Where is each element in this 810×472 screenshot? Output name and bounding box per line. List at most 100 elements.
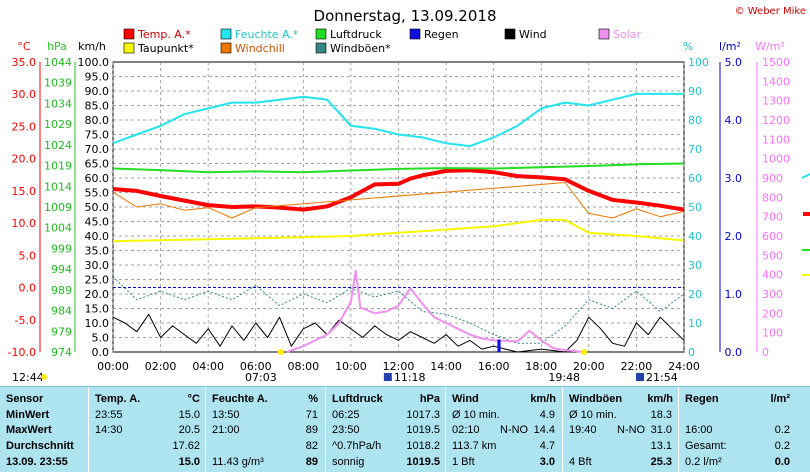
time-tick: 16:00 — [478, 360, 510, 373]
time-tick: 04:00 — [192, 360, 224, 373]
wind-tick: 60.0 — [85, 172, 110, 185]
legend-swatch — [409, 28, 421, 40]
solar-tick: 800 — [762, 191, 783, 204]
hum-tick: 90 — [688, 85, 702, 98]
edge-mark-temp — [803, 212, 810, 216]
edge-mark-hum — [801, 173, 810, 179]
press-tick: 974 — [51, 346, 72, 359]
stats-divider — [445, 387, 446, 472]
twilight-icon — [41, 374, 47, 380]
time-tick: 22:00 — [621, 360, 653, 373]
stats-wind-value: 4.7 — [539, 440, 555, 452]
press-tick: 994 — [51, 263, 72, 276]
stats-header-hum-unit: % — [308, 393, 318, 405]
stats-header-temp: Temp. A. — [95, 393, 141, 405]
stats-gust-dir: N-NO — [617, 424, 646, 436]
stats-header-wind-unit: km/h — [530, 393, 556, 405]
series-windb-en- — [112, 276, 685, 344]
stats-press-time: sonnig — [332, 456, 365, 468]
time-tick: 12:00 — [383, 360, 415, 373]
stats-divider — [325, 387, 326, 472]
temp-tick: 25.0 — [12, 120, 37, 133]
solar-tick: 1300 — [762, 95, 790, 108]
wind-tick: 35.0 — [85, 245, 110, 258]
hum-tick: 30 — [688, 259, 702, 272]
press-tick: 1044 — [44, 56, 72, 69]
series-taupunkt- — [112, 218, 685, 243]
hum-tick: 100 — [688, 56, 709, 69]
time-tick: 18:00 — [525, 360, 557, 373]
stats-temp-value: 17.62 — [172, 440, 200, 452]
stats-hum-time: 11.43 g/m³ — [212, 456, 264, 468]
stats-header-rain-unit: l/m² — [770, 393, 790, 405]
stats-row-label: MinWert — [6, 409, 50, 421]
solar-tick: 1100 — [762, 133, 790, 146]
solar-tick: 900 — [762, 172, 783, 185]
wind-tick: 85.0 — [85, 100, 110, 113]
stats-wind-time: Ø 10 min. — [452, 409, 500, 421]
wind-tick: 25.0 — [85, 274, 110, 287]
legend-swatch — [220, 28, 232, 40]
legend-label: Feuchte A.* — [235, 28, 299, 41]
legend-swatch — [315, 28, 327, 40]
stats-wind-value: 3.0 — [539, 456, 555, 468]
time-tick: 20:00 — [573, 360, 605, 373]
rain-tick: 2.0 — [725, 230, 743, 243]
stats-hum-value: 89 — [305, 456, 318, 468]
stats-wind-value: 4.9 — [539, 409, 555, 421]
solar-tick: 500 — [762, 249, 783, 262]
wind-tick: 10.0 — [85, 317, 110, 330]
solar-tick: 100 — [762, 327, 783, 340]
stats-divider — [562, 387, 563, 472]
stats-header-sensor: Sensor — [6, 393, 44, 405]
series-temp-a- — [112, 168, 685, 212]
axis-unit-rain_unit: l/m² — [719, 40, 741, 53]
moonset-icon — [636, 373, 645, 381]
stats-hum-value: 71 — [305, 409, 318, 421]
stats-rain-value: 0.2 — [774, 440, 790, 452]
press-tick: 989 — [51, 284, 72, 297]
stats-header-rain: Regen — [685, 393, 719, 405]
series-regen — [497, 339, 501, 352]
wind-tick: 100.0 — [78, 56, 110, 69]
solar-tick: 1200 — [762, 114, 790, 127]
stats-press-time: ^0.7hPa/h — [332, 440, 382, 452]
stats-gust-time: 19:40 — [569, 424, 597, 436]
stats-gust-time: 4 Bft — [569, 456, 592, 468]
hum-tick: 40 — [688, 230, 702, 243]
solar-tick: 1400 — [762, 75, 790, 88]
hum-tick: 20 — [688, 288, 702, 301]
stats-header-gust: Windböen — [569, 393, 623, 405]
press-tick: 979 — [51, 325, 72, 338]
press-tick: 999 — [51, 242, 72, 255]
series-feuchte-a- — [112, 92, 684, 148]
stats-row-label: 13.09. 23:55 — [6, 456, 68, 468]
press-tick: 1004 — [44, 222, 72, 235]
time-tick: 02:00 — [145, 360, 177, 373]
press-tick: 1019 — [44, 160, 72, 173]
temp-tick: 5.0 — [19, 249, 37, 262]
legend-swatch — [123, 42, 135, 54]
stats-row-label: Durchschnitt — [6, 440, 74, 452]
hum-tick: 10 — [688, 317, 702, 330]
temp-tick: 30.0 — [12, 88, 37, 101]
legend-swatch — [220, 42, 232, 54]
solar-tick: 200 — [762, 307, 783, 320]
temp-tick: 20.0 — [12, 153, 37, 166]
temp-tick: -10.0 — [8, 346, 36, 359]
stats-gust-value: 13.1 — [650, 440, 672, 452]
sunset-icon — [581, 349, 588, 355]
press-tick: 984 — [51, 305, 72, 318]
chart-title: Donnerstag, 13.09.2018 — [314, 7, 497, 25]
solar-tick: 300 — [762, 288, 783, 301]
stats-wind-value: 14.4 — [533, 424, 555, 436]
hum-tick: 50 — [688, 201, 702, 214]
stats-hum-time: 13:50 — [212, 409, 240, 421]
press-tick: 1009 — [44, 201, 72, 214]
legend-label: Taupunkt* — [137, 42, 194, 55]
rain-tick: 0.0 — [725, 346, 743, 359]
legend-swatch — [504, 28, 516, 40]
legend-swatch — [315, 42, 327, 54]
sunrise-time: 07:03 — [245, 371, 277, 384]
press-tick: 1029 — [44, 118, 72, 131]
